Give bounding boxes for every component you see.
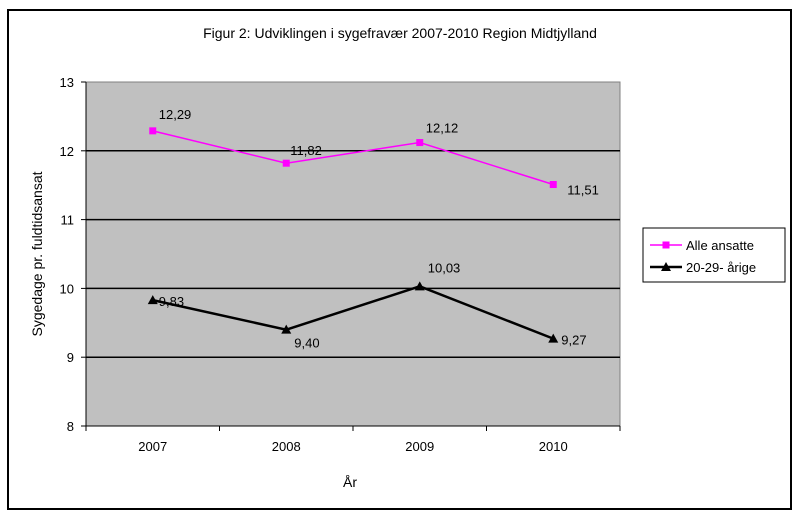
legend-marker [661, 262, 671, 271]
x-axis-label: År [343, 474, 357, 490]
y-tick-label: 8 [67, 419, 74, 434]
y-tick-label: 10 [60, 281, 74, 296]
series-line [152, 285, 554, 340]
x-tick-label: 2009 [405, 439, 434, 454]
legend-marker [662, 241, 670, 249]
data-label: 12,29 [159, 107, 192, 122]
data-point [548, 333, 559, 343]
x-tick-label: 2007 [138, 439, 167, 454]
y-tick-label: 12 [60, 144, 74, 159]
chart-title: Figur 2: Udviklingen i sygefravær 2007-2… [203, 25, 597, 41]
data-point [281, 324, 292, 334]
data-label: 11,51 [567, 183, 599, 198]
series-line [152, 130, 554, 186]
y-tick-label: 11 [61, 213, 75, 228]
legend-label: 20-29- årige [686, 260, 756, 275]
data-point [414, 281, 425, 291]
data-label: 12,12 [426, 121, 459, 136]
x-tick-label: 2008 [272, 439, 301, 454]
data-point [149, 127, 157, 135]
x-tick-label: 2010 [539, 439, 568, 454]
data-point [282, 159, 290, 167]
data-point [549, 181, 557, 189]
data-label: 11,82 [290, 143, 322, 158]
data-label: 9,27 [561, 333, 586, 348]
plot-area [85, 81, 621, 427]
data-label: 9,83 [159, 294, 184, 309]
y-axis-label: Sygedage pr. fuldtidsansat [29, 171, 45, 336]
data-point [147, 295, 158, 305]
data-label: 9,40 [294, 336, 319, 351]
y-tick-label: 13 [60, 75, 74, 90]
data-label: 10,03 [428, 260, 461, 275]
legend-label: Alle ansatte [686, 238, 754, 253]
data-point [416, 139, 424, 147]
legend-box [642, 227, 786, 283]
y-tick-label: 9 [67, 350, 74, 365]
